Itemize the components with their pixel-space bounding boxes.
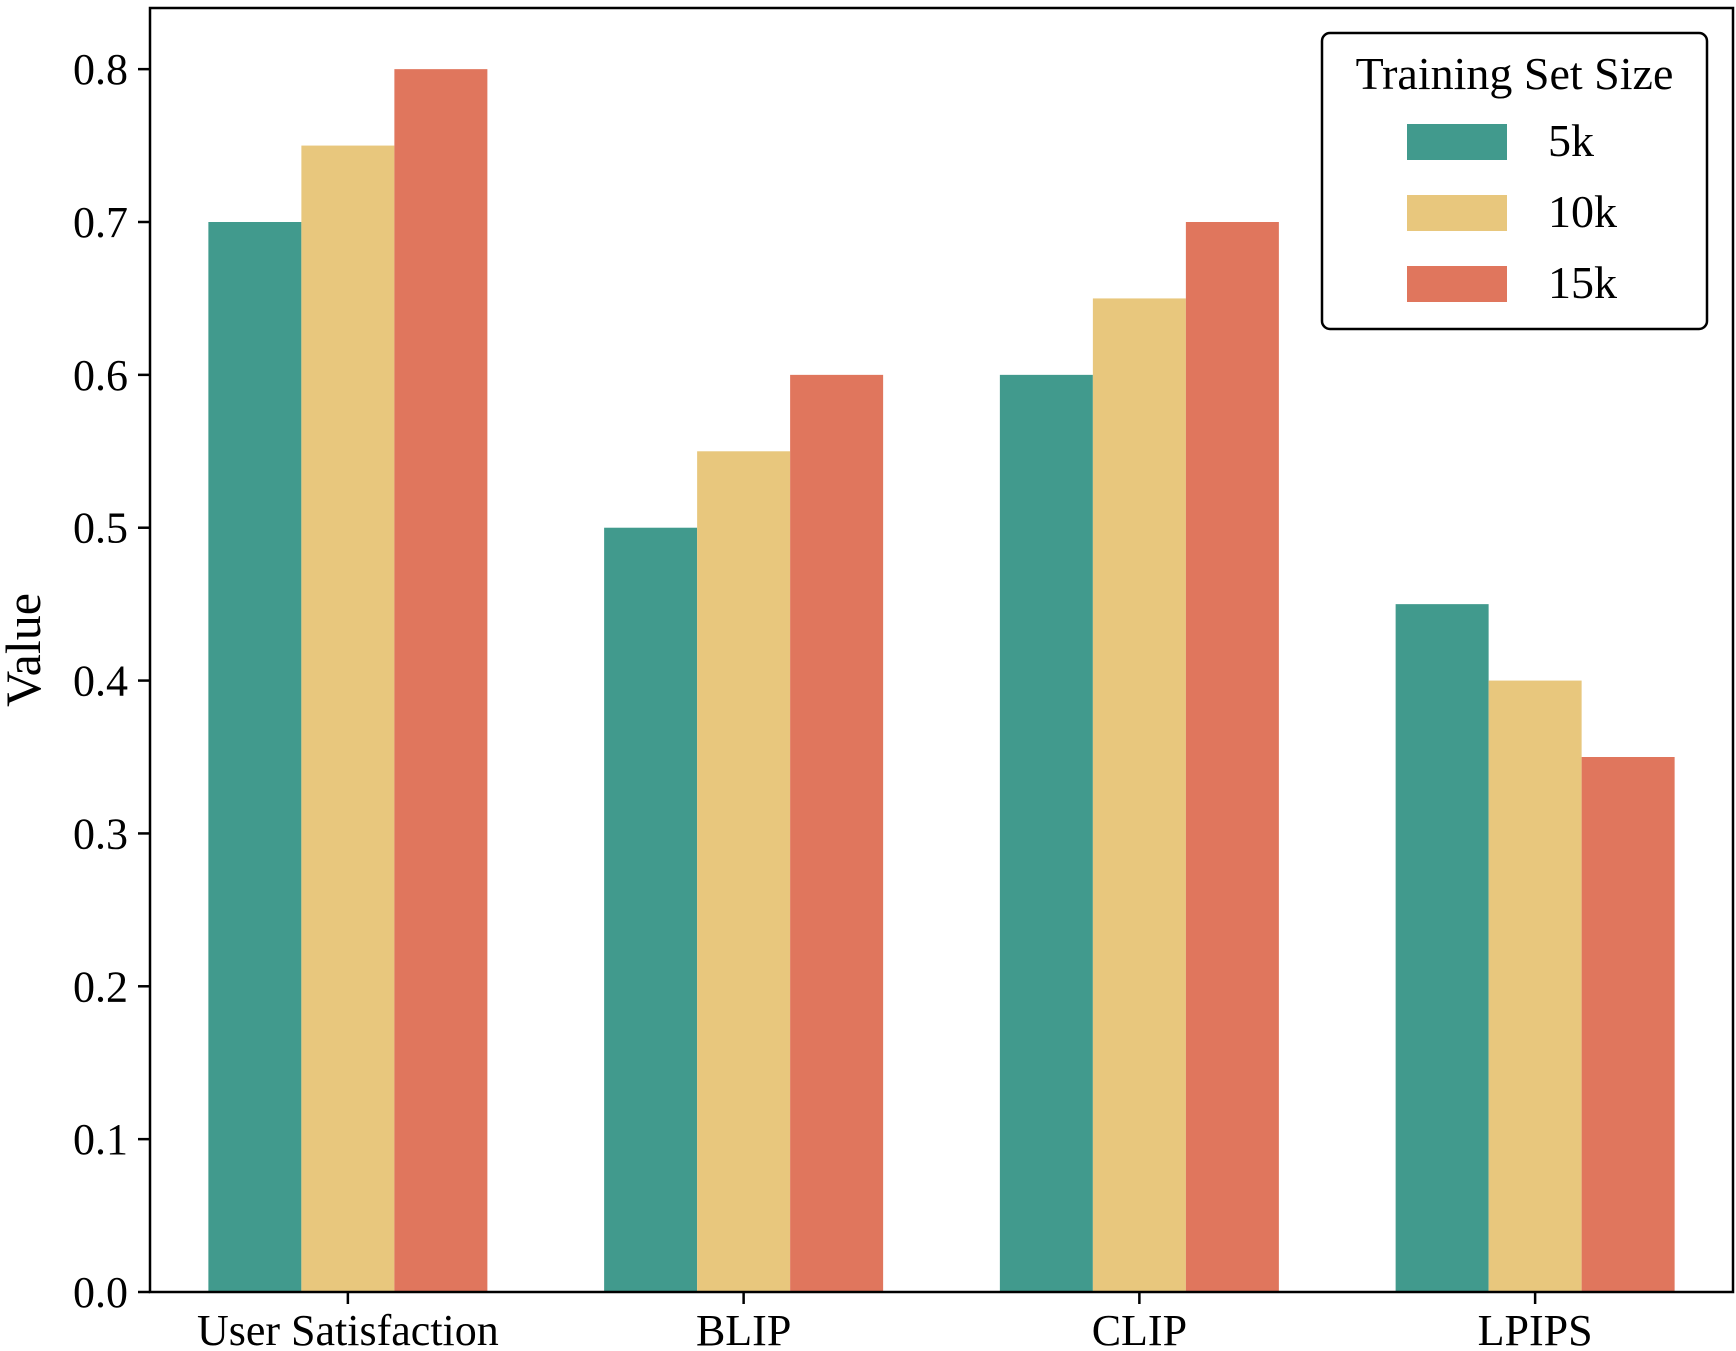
legend-label-5k: 5k bbox=[1548, 115, 1594, 166]
bar-clip-5k bbox=[999, 374, 1093, 1292]
y-tick-label: 0.1 bbox=[73, 1115, 128, 1164]
legend-swatch-5k bbox=[1407, 124, 1507, 160]
bars-group bbox=[208, 69, 1675, 1293]
bar-user-satisfaction-5k bbox=[208, 222, 302, 1292]
legend-items: 5k 10k 15k bbox=[1407, 115, 1617, 308]
y-tick-label: 0.6 bbox=[73, 351, 128, 400]
x-tick-label: LPIPS bbox=[1478, 1306, 1593, 1351]
y-tick-label: 0.3 bbox=[73, 809, 128, 858]
bar-user-satisfaction-10k bbox=[301, 145, 395, 1293]
x-tick-label: BLIP bbox=[696, 1306, 791, 1351]
x-axis: User Satisfaction BLIP CLIP LPIPS bbox=[197, 1292, 1593, 1351]
y-tick-label: 0.5 bbox=[73, 504, 128, 553]
legend-swatch-10k bbox=[1407, 195, 1507, 231]
y-tick-label: 0.4 bbox=[73, 657, 128, 706]
legend-swatch-15k bbox=[1407, 266, 1507, 302]
y-axis-label: Value bbox=[0, 593, 51, 707]
legend: Training Set Size 5k 10k 15k bbox=[1320, 31, 1709, 331]
bar-blip-10k bbox=[697, 451, 791, 1292]
bar-clip-10k bbox=[1092, 298, 1186, 1292]
bar-clip-15k bbox=[1185, 222, 1279, 1292]
x-tick-label: User Satisfaction bbox=[197, 1306, 499, 1351]
legend-title: Training Set Size bbox=[1356, 48, 1674, 99]
plot-frame bbox=[148, 6, 1735, 1294]
bar-blip-5k bbox=[604, 527, 698, 1292]
bar-lpips-5k bbox=[1395, 604, 1489, 1292]
y-tick-label: 0.7 bbox=[73, 198, 128, 247]
y-axis: 0.0 0.1 0.2 0.3 0.4 0.5 0.6 0.7 0.8 bbox=[73, 45, 150, 1317]
y-tick-label: 0.2 bbox=[73, 962, 128, 1011]
legend-label-10k: 10k bbox=[1548, 186, 1617, 237]
x-tick-label: CLIP bbox=[1092, 1306, 1187, 1351]
bar-lpips-15k bbox=[1581, 757, 1675, 1292]
y-tick-label: 0.0 bbox=[73, 1268, 128, 1317]
legend-box bbox=[1320, 31, 1709, 331]
bar-user-satisfaction-15k bbox=[394, 69, 488, 1293]
bar-lpips-10k bbox=[1488, 680, 1582, 1292]
y-tick-label: 0.8 bbox=[73, 45, 128, 94]
bar-blip-15k bbox=[790, 374, 884, 1292]
legend-label-15k: 15k bbox=[1548, 257, 1617, 308]
